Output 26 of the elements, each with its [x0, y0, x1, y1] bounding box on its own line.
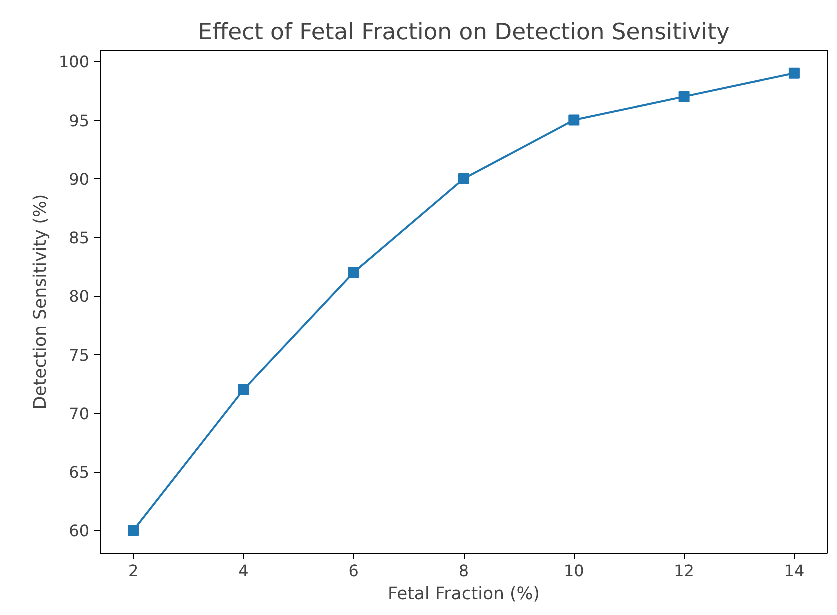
x-tick-label: 6 — [348, 562, 359, 580]
y-tick-label: 80 — [69, 287, 90, 306]
y-tick-label: 85 — [69, 228, 90, 248]
y-tick-label: 100 — [58, 52, 90, 72]
y-tick-label: 70 — [69, 404, 90, 424]
y-tick-label: 90 — [69, 170, 90, 189]
x-tick-label: 14 — [784, 562, 805, 580]
point — [238, 384, 250, 396]
chart-title: Effect of Fetal Fraction on Detection Sensitivity — [198, 20, 730, 46]
point — [678, 91, 690, 102]
x-tick-label: 12 — [674, 562, 694, 580]
y-tick-label: 95 — [69, 111, 90, 130]
point — [128, 525, 140, 536]
point — [348, 267, 360, 278]
y-axis-title: Detection Sensitivity (%) — [30, 194, 51, 410]
point — [788, 68, 800, 79]
point — [568, 114, 580, 126]
x-tick-label: 10 — [564, 562, 584, 580]
y-tick-label: 60 — [69, 522, 90, 541]
x-axis-title: Fetal Fraction (%) — [388, 584, 540, 604]
x-tick-label: 4 — [238, 562, 249, 580]
point — [458, 173, 470, 184]
x-tick-label: 8 — [458, 562, 470, 580]
x-tick-label: 2 — [128, 562, 139, 580]
y-tick-label: 65 — [69, 463, 90, 482]
y-tick-label: 75 — [69, 346, 90, 365]
